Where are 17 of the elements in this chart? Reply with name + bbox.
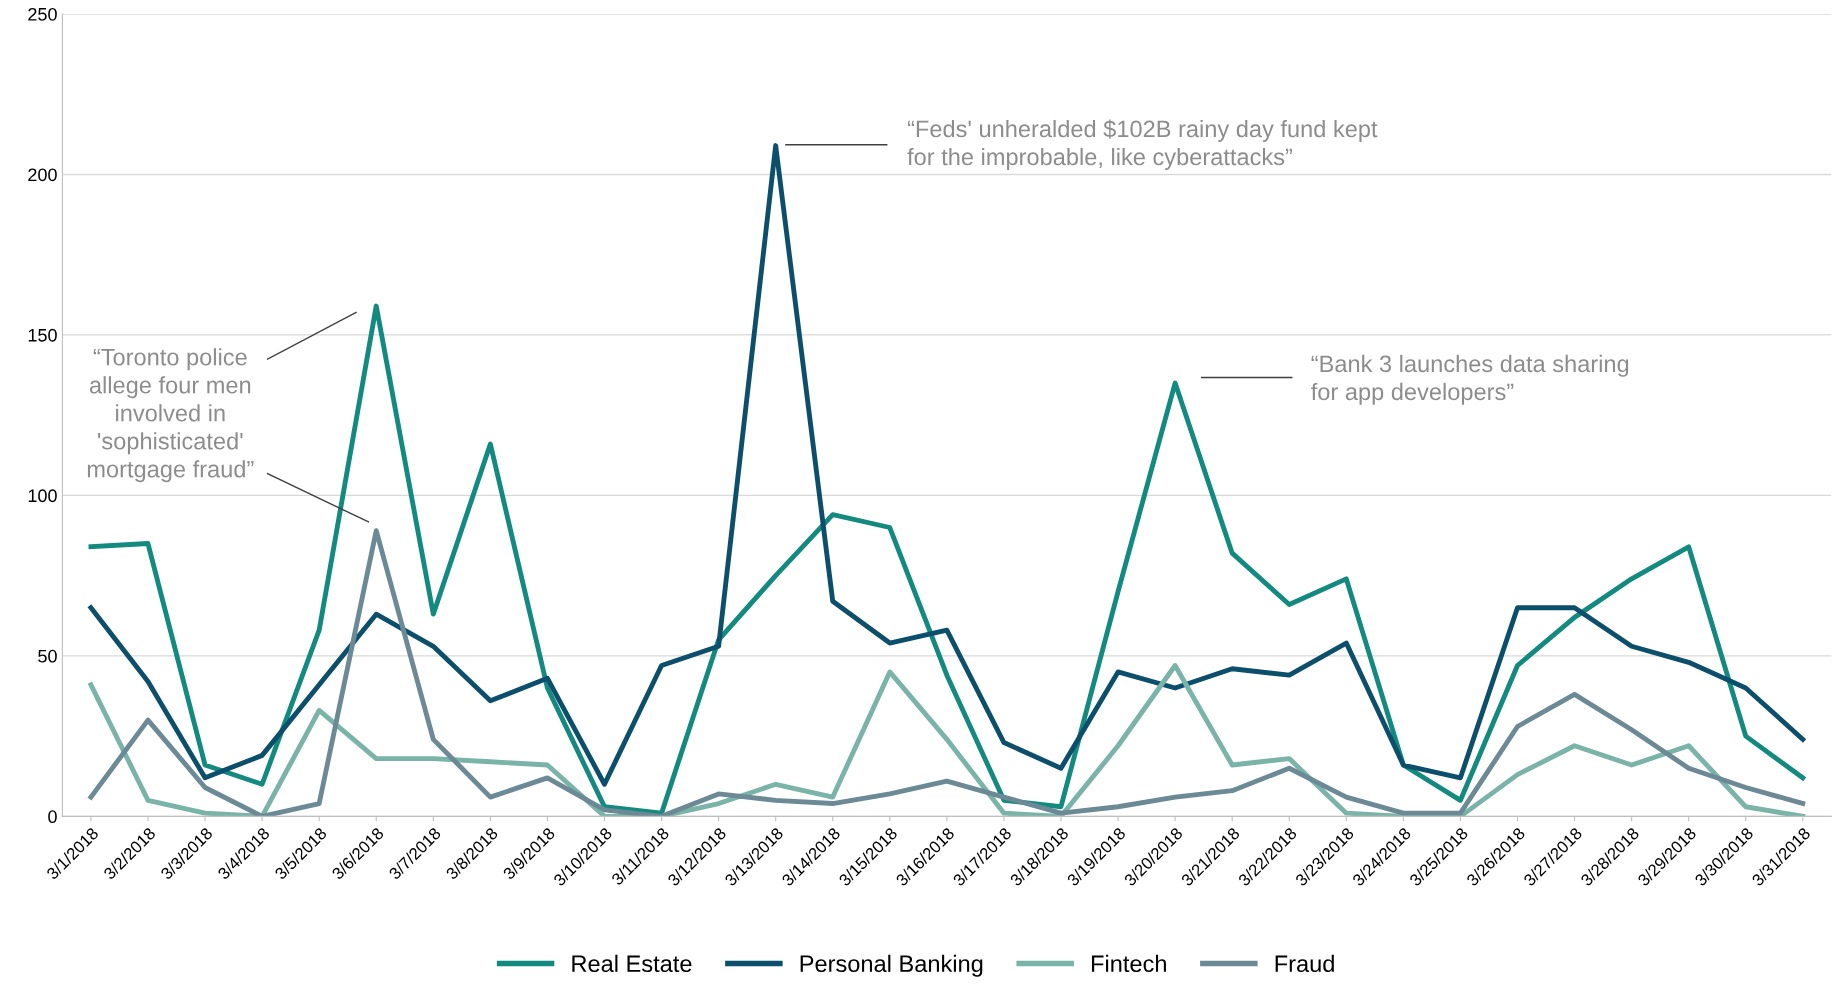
annotation: “Bank 3 launches data sharing for app developers” xyxy=(1311,354,1629,405)
line-series xyxy=(88,663,1806,817)
y-tick-label: 100 xyxy=(28,489,57,503)
annotation: “Feds' unheralded $102B rainy day fund kept for the improbable, like cyberattacks” xyxy=(907,119,1378,170)
y-tick-label: 50 xyxy=(38,649,57,663)
y-tick-label: 150 xyxy=(28,328,57,342)
annotation: “Toronto police allege four men involved in 'sophisticated' mortgage fraud” xyxy=(87,348,254,483)
line-series xyxy=(88,143,1806,787)
legend-label: Personal Banking xyxy=(800,954,983,977)
legend-label: Real Estate xyxy=(572,954,692,973)
legend-label: Fraud xyxy=(1275,954,1334,973)
legend-label: Fintech xyxy=(1091,954,1166,973)
y-tick-label: 200 xyxy=(28,168,57,182)
line-series xyxy=(88,303,1806,816)
line-series xyxy=(88,528,1806,817)
y-tick-label: 0 xyxy=(48,810,57,824)
y-tick-label: 250 xyxy=(28,7,57,21)
